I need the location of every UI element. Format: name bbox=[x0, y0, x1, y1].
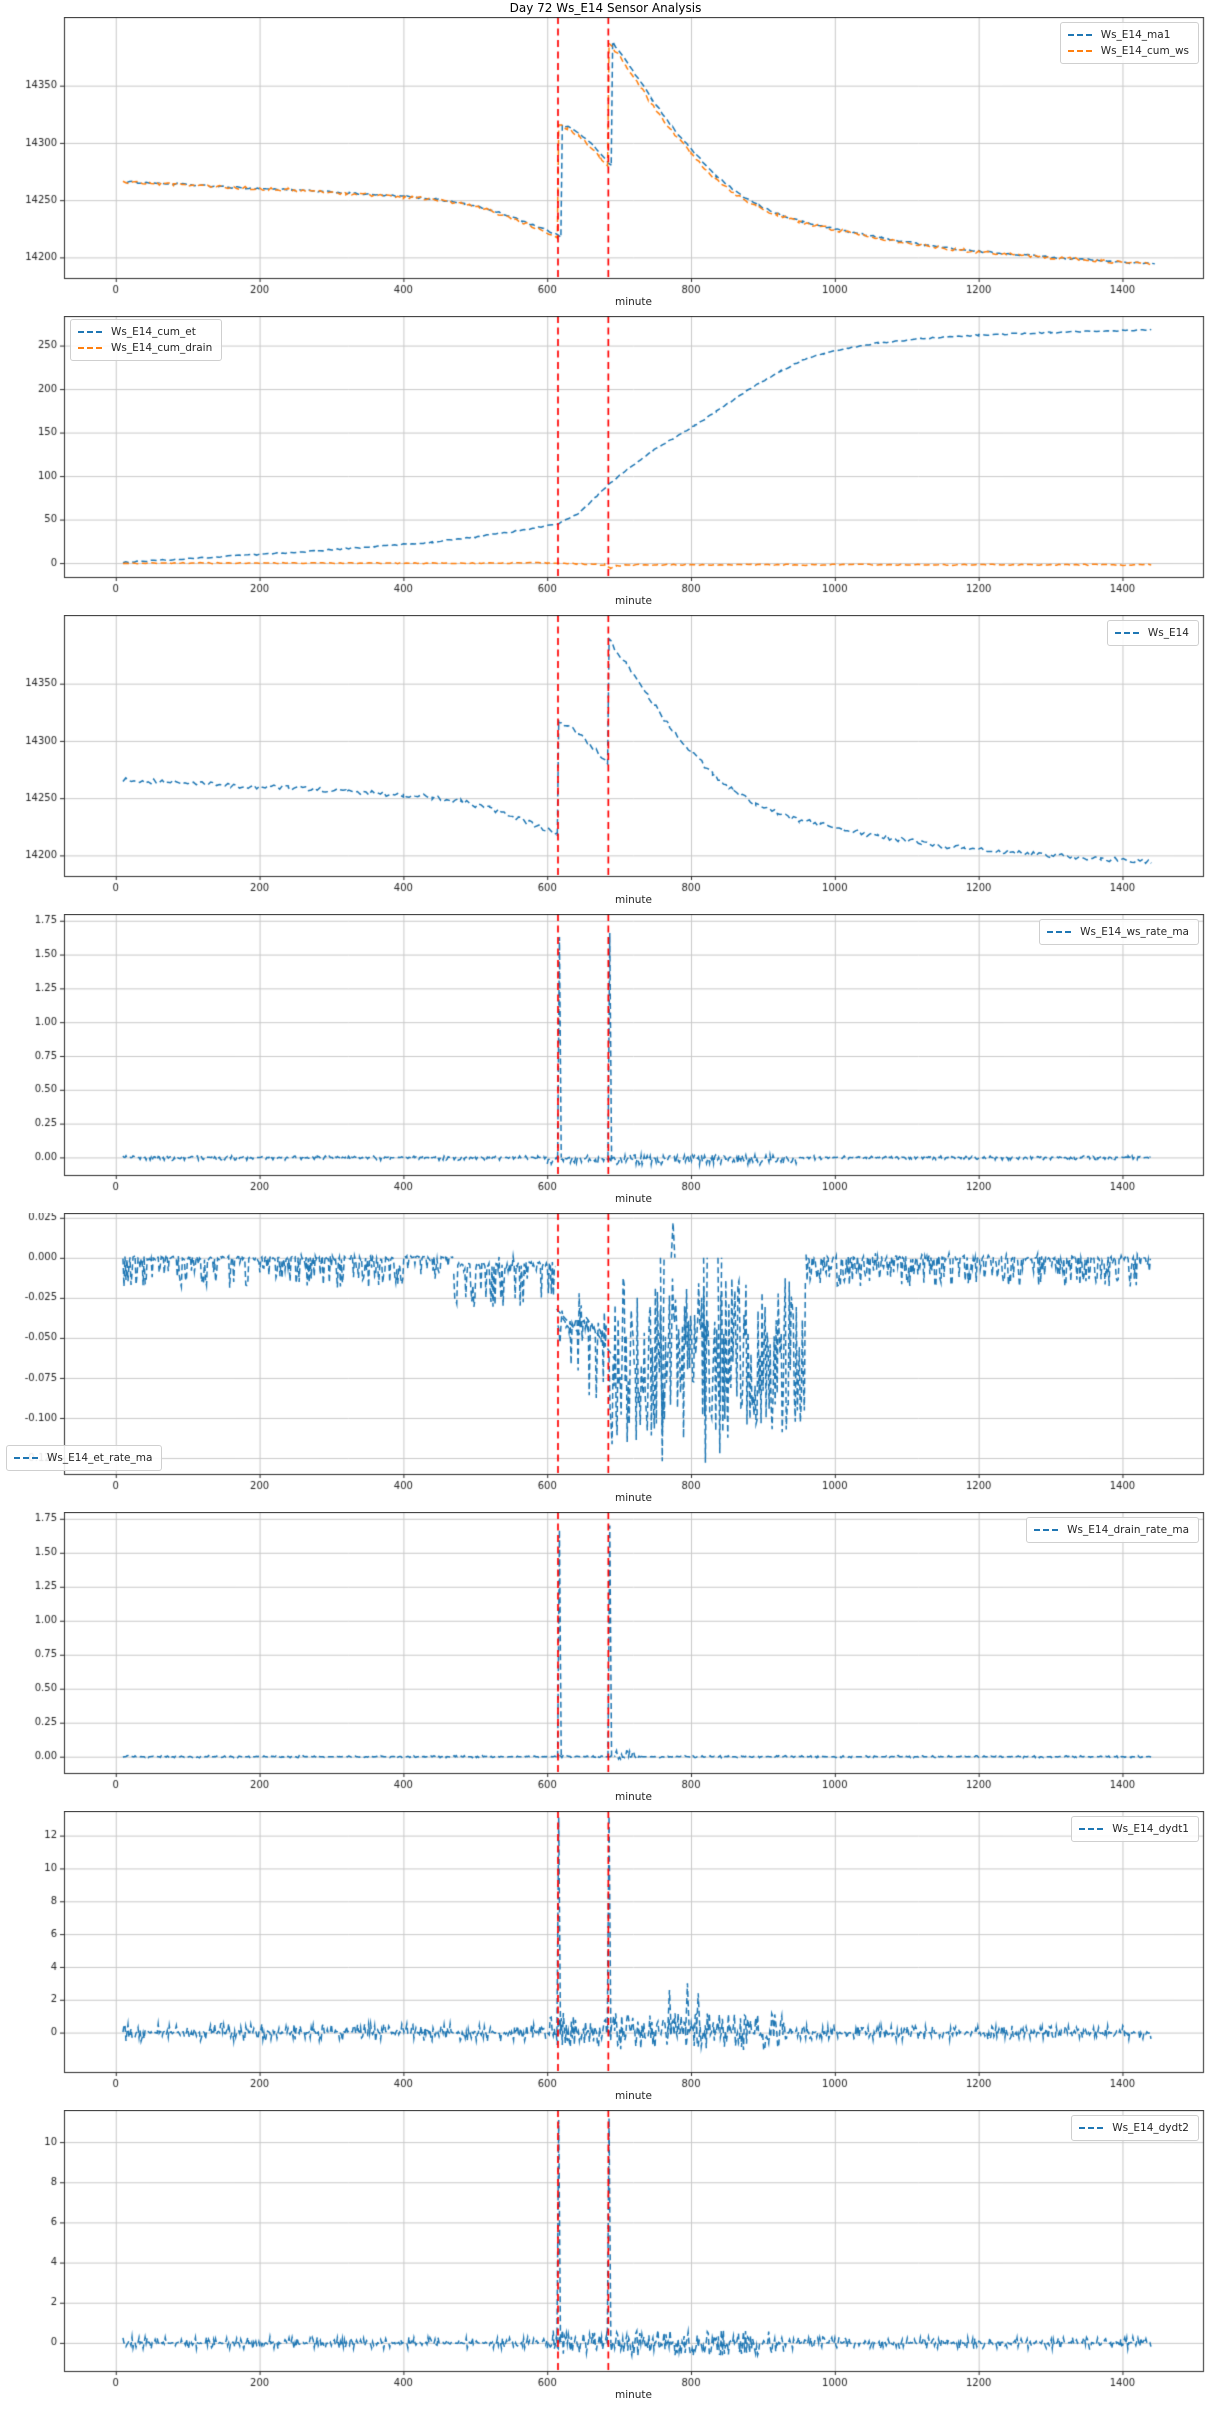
subplot-6-legend: Ws_E14_drain_rate_ma bbox=[1026, 1517, 1199, 1543]
subplot-6-canvas bbox=[0, 1512, 1211, 1811]
subplot-dydt1: Ws_E14_dydt1 minute bbox=[0, 1811, 1211, 2110]
subplot-4-canvas bbox=[0, 914, 1211, 1213]
subplot-5-legend: Ws_E14_et_rate_ma bbox=[6, 1445, 163, 1471]
subplot-1-canvas bbox=[0, 17, 1211, 316]
subplot-7-canvas bbox=[0, 1811, 1211, 2110]
subplot-drain-rate: Ws_E14_drain_rate_ma minute bbox=[0, 1512, 1211, 1811]
legend-label: Ws_E14_cum_ws bbox=[1100, 45, 1189, 57]
legend-entry: Ws_E14_cum_ws bbox=[1067, 43, 1189, 59]
dashed-line-icon bbox=[1079, 1827, 1104, 1831]
x-axis-label: minute bbox=[614, 2090, 653, 2102]
legend-entry: Ws_E14_drain_rate_ma bbox=[1034, 1522, 1189, 1538]
subplot-raw-ws-e14: Ws_E14 minute bbox=[0, 615, 1211, 914]
x-axis-label: minute bbox=[614, 1492, 653, 1504]
dashed-line-icon bbox=[1114, 631, 1139, 635]
legend-entry: Ws_E14_dydt2 bbox=[1079, 2120, 1189, 2136]
x-axis-label: minute bbox=[614, 1791, 653, 1803]
legend-label: Ws_E14_ma1 bbox=[1100, 29, 1171, 41]
subplot-2-canvas bbox=[0, 316, 1211, 615]
subplot-7-legend: Ws_E14_dydt1 bbox=[1071, 1816, 1199, 1842]
dashed-line-icon bbox=[14, 1456, 38, 1460]
figure-title: Day 72 Ws_E14 Sensor Analysis bbox=[509, 1, 702, 15]
legend-entry: Ws_E14 bbox=[1114, 625, 1189, 641]
subplot-4-legend: Ws_E14_ws_rate_ma bbox=[1039, 919, 1199, 945]
dashed-line-icon bbox=[1067, 49, 1092, 53]
legend-label: Ws_E14 bbox=[1147, 627, 1189, 639]
dashed-line-icon bbox=[1079, 2126, 1104, 2130]
dashed-line-icon bbox=[1047, 930, 1072, 934]
subplot-et-rate: Ws_E14_et_rate_ma minute bbox=[0, 1213, 1211, 1512]
legend-entry: Ws_E14_dydt1 bbox=[1079, 1821, 1189, 1837]
subplot-8-canvas bbox=[0, 2110, 1211, 2409]
x-axis-label: minute bbox=[614, 894, 653, 906]
x-axis-label: minute bbox=[614, 296, 653, 308]
subplot-3-canvas bbox=[0, 615, 1211, 914]
subplot-ma1-cumws: Ws_E14_ma1 Ws_E14_cum_ws minute bbox=[0, 17, 1211, 316]
legend-label: Ws_E14_cum_drain bbox=[111, 342, 213, 354]
subplot-5-canvas bbox=[0, 1213, 1211, 1512]
x-axis-label: minute bbox=[614, 2389, 653, 2401]
dashed-line-icon bbox=[78, 346, 102, 350]
subplot-ws-rate: Ws_E14_ws_rate_ma minute bbox=[0, 914, 1211, 1213]
subplot-dydt2: Ws_E14_dydt2 minute bbox=[0, 2110, 1211, 2409]
subplot-8-legend: Ws_E14_dydt2 bbox=[1071, 2115, 1199, 2141]
dashed-line-icon bbox=[78, 330, 102, 334]
subplot-1-legend: Ws_E14_ma1 Ws_E14_cum_ws bbox=[1059, 22, 1199, 64]
legend-entry: Ws_E14_ma1 bbox=[1067, 27, 1189, 43]
dashed-line-icon bbox=[1067, 33, 1092, 37]
legend-label: Ws_E14_drain_rate_ma bbox=[1067, 1524, 1189, 1536]
subplot-3-legend: Ws_E14 bbox=[1106, 620, 1199, 646]
legend-entry: Ws_E14_et_rate_ma bbox=[14, 1450, 152, 1466]
legend-entry: Ws_E14_ws_rate_ma bbox=[1047, 924, 1189, 940]
legend-label: Ws_E14_cum_et bbox=[111, 326, 196, 338]
legend-label: Ws_E14_ws_rate_ma bbox=[1080, 926, 1189, 938]
legend-entry: Ws_E14_cum_drain bbox=[78, 340, 212, 356]
subplot-cumet-cumdrain: Ws_E14_cum_et Ws_E14_cum_drain minute bbox=[0, 316, 1211, 615]
dashed-line-icon bbox=[1034, 1528, 1059, 1532]
legend-label: Ws_E14_dydt1 bbox=[1112, 1823, 1189, 1835]
x-axis-label: minute bbox=[614, 595, 653, 607]
legend-label: Ws_E14_dydt2 bbox=[1112, 2122, 1189, 2134]
legend-label: Ws_E14_et_rate_ma bbox=[47, 1452, 153, 1464]
subplot-2-legend: Ws_E14_cum_et Ws_E14_cum_drain bbox=[70, 319, 223, 361]
x-axis-label: minute bbox=[614, 1193, 653, 1205]
legend-entry: Ws_E14_cum_et bbox=[78, 324, 212, 340]
